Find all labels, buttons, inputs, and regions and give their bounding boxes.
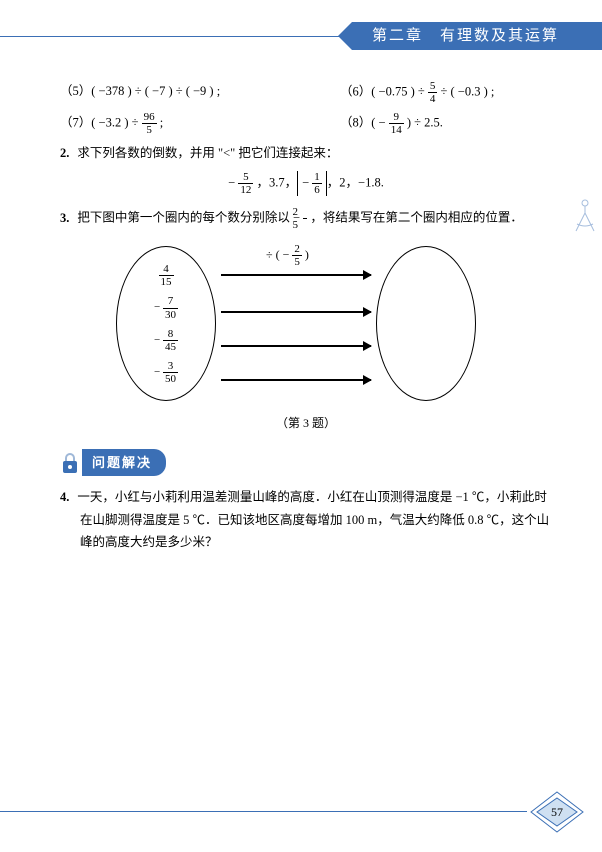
- arrow-icon: [221, 274, 371, 276]
- fraction: 25: [292, 243, 302, 268]
- question-text: 求下列各数的倒数，并用 "<" 把它们连接起来：: [77, 146, 338, 160]
- question-2: 2. 求下列各数的倒数，并用 "<" 把它们连接起来： − 512 ，3.7，− …: [60, 142, 552, 196]
- page-number-ornament: 57: [527, 790, 587, 834]
- question-4: 4. 一天，小红与小莉利用温差测量山峰的高度．小红在山顶测得温度是 −1 ℃，小莉…: [60, 486, 552, 554]
- fraction: 730: [163, 295, 178, 320]
- arrow-icon: [221, 311, 371, 313]
- exercise-8: （8）( − 914 ) ÷ 2.5.: [340, 111, 552, 136]
- chapter-header: 第二章 有理数及其运算: [352, 22, 602, 50]
- fraction: 415: [159, 263, 174, 288]
- oval-values: 415 − 730 − 845 − 350: [116, 256, 216, 392]
- fraction: 845: [163, 328, 178, 353]
- diagram-caption: （第 3 题）: [60, 413, 552, 435]
- header-divider: [0, 36, 352, 37]
- question-number: 4.: [60, 490, 69, 504]
- lock-icon: [60, 451, 80, 475]
- exercise-5: （5）( −378 ) ÷ ( −7 ) ÷ ( −9 ) ;: [60, 80, 340, 105]
- fraction: 965: [142, 111, 157, 136]
- fraction: 914: [389, 111, 404, 136]
- section-title: 问题解决: [82, 449, 166, 476]
- right-oval: [376, 246, 476, 401]
- exercise-row-1: （5）( −378 ) ÷ ( −7 ) ÷ ( −9 ) ; （6）( −0.…: [60, 80, 552, 105]
- question-3: 3.把下图中第一个圈内的每个数分别除以 − 25 ，将结果写在第二个圈内相应的位…: [60, 206, 552, 435]
- footer-divider: [0, 811, 527, 812]
- compass-icon: [571, 195, 599, 233]
- ovals-diagram: 415 − 730 − 845 − 350 ÷ ( − 25 ): [116, 241, 496, 411]
- fraction: 16: [312, 171, 322, 196]
- question-number: 3.: [60, 211, 69, 225]
- question-2-values: − 512 ，3.7，− 16 ，2，−1.8.: [60, 171, 552, 196]
- exercise-6: （6）( −0.75 ) ÷ 54 ÷ ( −0.3 ) ;: [340, 80, 552, 105]
- arrow-icon: [221, 379, 371, 381]
- fraction: 512: [238, 171, 253, 196]
- exercise-7: （7）( −3.2 ) ÷ 965 ;: [60, 111, 340, 136]
- question-number: 2.: [60, 146, 69, 160]
- absolute-value: − 16: [297, 171, 327, 196]
- page-number: 57: [551, 805, 563, 819]
- fraction: 350: [163, 360, 178, 385]
- arrow-icon: [221, 345, 371, 347]
- page-content: （5）( −378 ) ÷ ( −7 ) ÷ ( −9 ) ; （6）( −0.…: [60, 80, 552, 564]
- question-text: 一天，小红与小莉利用温差测量山峰的高度．小红在山顶测得温度是 −1 ℃，小莉此时…: [77, 490, 549, 549]
- section-heading: 问题解决: [60, 449, 166, 476]
- fraction: 54: [428, 80, 438, 105]
- divide-label: ÷ ( − 25 ): [266, 243, 309, 268]
- exercise-row-2: （7）( −3.2 ) ÷ 965 ; （8）( − 914 ) ÷ 2.5.: [60, 111, 552, 136]
- chapter-title: 第二章 有理数及其运算: [372, 28, 559, 44]
